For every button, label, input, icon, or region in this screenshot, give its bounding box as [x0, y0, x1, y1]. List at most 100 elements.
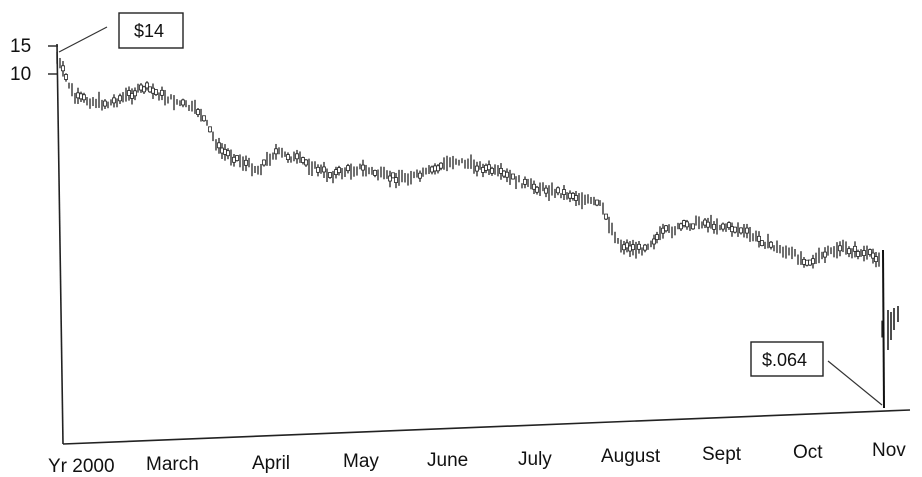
callout-14-box	[118, 12, 184, 49]
x-label-august: August	[601, 446, 661, 467]
price-candle	[112, 97, 116, 104]
price-candle	[532, 183, 536, 190]
price-candle	[439, 162, 443, 169]
price-candle	[295, 153, 299, 160]
price-candle	[535, 186, 539, 193]
price-candle	[871, 252, 875, 259]
price-candle	[574, 195, 578, 201]
price-candle	[79, 93, 83, 100]
x-label-march: March	[146, 454, 199, 475]
price-candle	[556, 187, 560, 194]
price-candle	[475, 165, 479, 172]
price-candle	[430, 166, 434, 173]
price-candle	[604, 213, 608, 220]
price-candle	[544, 187, 548, 194]
price-candle	[142, 86, 146, 93]
price-candle	[622, 244, 626, 251]
price-candle	[328, 172, 332, 178]
price-candle	[196, 109, 200, 115]
price-candle	[721, 223, 725, 230]
price-candle	[118, 95, 122, 102]
price-candle	[433, 165, 437, 172]
price-candle	[286, 154, 290, 161]
price-candle	[874, 256, 878, 263]
price-candle	[727, 222, 731, 229]
price-candle	[322, 166, 326, 173]
callout-064-box	[750, 341, 824, 377]
price-candle	[232, 156, 236, 163]
price-candle	[154, 89, 158, 96]
price-candle	[769, 241, 773, 248]
x-label-oct: Oct	[793, 442, 823, 463]
price-candle	[739, 227, 743, 234]
price-candle	[802, 258, 806, 265]
price-candle	[505, 171, 509, 178]
price-candle	[502, 170, 506, 177]
price-candle	[262, 159, 266, 166]
price-candle	[64, 74, 68, 80]
price-candle	[82, 94, 86, 101]
price-candle	[202, 115, 206, 122]
price-candle	[235, 155, 239, 161]
price-candle	[301, 157, 305, 163]
y-tick-label-15: 15	[10, 36, 31, 57]
price-candle	[571, 192, 575, 199]
price-candle	[625, 242, 629, 249]
price-candle	[655, 234, 659, 240]
price-candle	[853, 245, 857, 252]
price-drop-bar	[882, 249, 885, 409]
price-candle	[208, 126, 212, 133]
price-candle	[706, 221, 710, 228]
price-candle	[808, 259, 812, 266]
price-candle	[217, 142, 221, 149]
price-candle	[511, 173, 515, 180]
price-candle	[652, 238, 656, 245]
price-candle	[481, 167, 485, 173]
price-candle	[595, 199, 599, 206]
price-candle	[436, 165, 440, 172]
x-label-may: May	[343, 451, 379, 472]
price-candle	[334, 169, 338, 176]
price-candle	[691, 223, 695, 230]
price-candle	[145, 82, 149, 89]
price-candle	[847, 248, 851, 255]
price-candle	[712, 223, 716, 230]
price-candle	[304, 159, 308, 166]
x-axis	[62, 409, 911, 445]
price-candle	[337, 167, 341, 174]
price-candle	[226, 150, 230, 157]
price-candle	[181, 99, 185, 106]
callout-064-leader	[827, 360, 883, 406]
price-candle	[220, 147, 224, 154]
price-candle	[127, 90, 131, 96]
price-candle	[490, 167, 494, 174]
price-candle	[316, 166, 320, 173]
price-candle	[568, 192, 572, 199]
price-candle	[499, 168, 503, 174]
price-candle	[244, 159, 248, 166]
price-candle	[361, 164, 365, 171]
price-candle	[151, 87, 155, 94]
price-candle	[484, 164, 488, 171]
callout-14-leader	[58, 26, 108, 53]
price-candle	[703, 219, 707, 226]
callout-14-label: $14	[134, 21, 164, 41]
price-candle	[868, 249, 872, 256]
price-candle	[274, 148, 278, 155]
callout-064-label: $.064	[762, 350, 807, 370]
price-candle	[523, 178, 527, 185]
price-candle	[805, 259, 809, 266]
price-candle	[394, 177, 398, 183]
price-candle	[391, 172, 395, 179]
price-candle	[346, 165, 350, 172]
price-candle	[730, 226, 734, 233]
price-candle	[661, 227, 665, 234]
x-label-july: July	[518, 449, 552, 470]
price-candle	[745, 227, 749, 234]
price-candle	[637, 243, 641, 250]
price-candle	[148, 86, 152, 93]
price-candle	[682, 220, 686, 226]
price-candle	[103, 100, 107, 107]
